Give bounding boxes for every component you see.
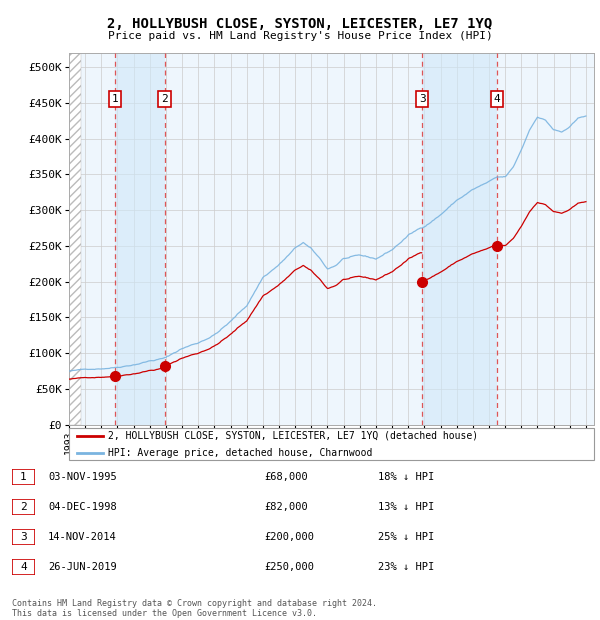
Text: 4: 4 xyxy=(493,94,500,104)
Text: 2: 2 xyxy=(161,94,168,104)
Text: 1: 1 xyxy=(20,472,27,482)
Text: 26-JUN-2019: 26-JUN-2019 xyxy=(48,562,117,572)
Text: 2, HOLLYBUSH CLOSE, SYSTON, LEICESTER, LE7 1YQ (detached house): 2, HOLLYBUSH CLOSE, SYSTON, LEICESTER, L… xyxy=(109,431,479,441)
Text: 14-NOV-2014: 14-NOV-2014 xyxy=(48,532,117,542)
Text: 23% ↓ HPI: 23% ↓ HPI xyxy=(378,562,434,572)
Text: £200,000: £200,000 xyxy=(264,532,314,542)
Text: 25% ↓ HPI: 25% ↓ HPI xyxy=(378,532,434,542)
FancyBboxPatch shape xyxy=(12,529,35,545)
Text: 2, HOLLYBUSH CLOSE, SYSTON, LEICESTER, LE7 1YQ: 2, HOLLYBUSH CLOSE, SYSTON, LEICESTER, L… xyxy=(107,17,493,32)
Text: £250,000: £250,000 xyxy=(264,562,314,572)
Bar xyxy=(69,53,81,425)
Bar xyxy=(422,53,497,425)
Text: 3: 3 xyxy=(419,94,425,104)
Bar xyxy=(115,53,164,425)
Text: Price paid vs. HM Land Registry's House Price Index (HPI): Price paid vs. HM Land Registry's House … xyxy=(107,31,493,41)
Text: 1: 1 xyxy=(112,94,118,104)
FancyBboxPatch shape xyxy=(12,499,35,515)
Text: 3: 3 xyxy=(20,532,27,542)
Text: Contains HM Land Registry data © Crown copyright and database right 2024.
This d: Contains HM Land Registry data © Crown c… xyxy=(12,599,377,618)
Text: £82,000: £82,000 xyxy=(264,502,308,512)
FancyBboxPatch shape xyxy=(12,559,35,575)
Text: 18% ↓ HPI: 18% ↓ HPI xyxy=(378,472,434,482)
Text: 4: 4 xyxy=(20,562,27,572)
Text: 04-DEC-1998: 04-DEC-1998 xyxy=(48,502,117,512)
FancyBboxPatch shape xyxy=(12,469,35,485)
Text: £68,000: £68,000 xyxy=(264,472,308,482)
Text: 2: 2 xyxy=(20,502,27,512)
FancyBboxPatch shape xyxy=(69,428,594,460)
Text: 03-NOV-1995: 03-NOV-1995 xyxy=(48,472,117,482)
Text: 13% ↓ HPI: 13% ↓ HPI xyxy=(378,502,434,512)
Text: HPI: Average price, detached house, Charnwood: HPI: Average price, detached house, Char… xyxy=(109,448,373,458)
